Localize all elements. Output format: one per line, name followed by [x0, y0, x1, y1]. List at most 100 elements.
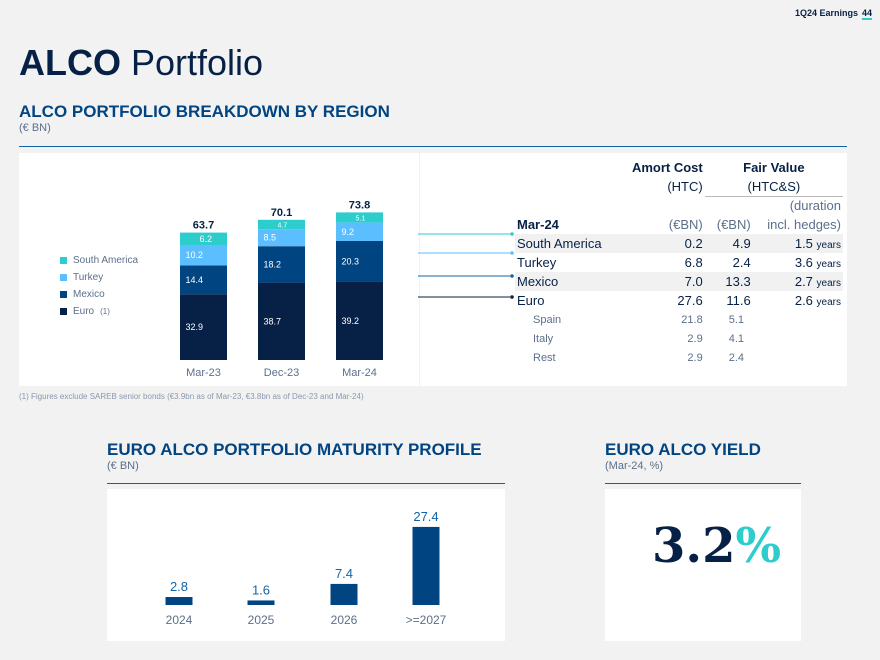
- yield-panel: [605, 489, 801, 641]
- table-row: Turkey 6.8 2.4 3.6 years: [515, 253, 843, 272]
- region-unit: (€ BN): [19, 122, 51, 134]
- row-amort: 7.0: [617, 272, 705, 291]
- row-fair: 4.1: [728, 332, 745, 345]
- unit-fair: (€BN): [716, 217, 751, 232]
- title-bold: ALCO: [19, 42, 121, 83]
- bar: [412, 526, 440, 605]
- region-heading: ALCO PORTFOLIO BREAKDOWN BY REGION: [19, 102, 390, 121]
- bar-segment: [258, 246, 305, 283]
- bar-value-label: 2.8: [170, 579, 188, 594]
- legend-label: Mexico: [73, 289, 105, 300]
- col-amort-head: Amort Cost: [631, 160, 703, 175]
- row-name: Mexico: [515, 272, 618, 291]
- region-legend: South America Turkey Mexico Euro (1): [60, 252, 138, 320]
- row-amort: 2.9: [687, 332, 703, 345]
- row-name: Turkey: [517, 255, 557, 270]
- row-fair: 5.1: [728, 313, 745, 326]
- period-label: Mar-24: [517, 217, 559, 232]
- bar-segment: [336, 281, 383, 360]
- maturity-chart: 2.8 2024 1.6 2025 7.4 2026 27.4 >=2027: [165, 509, 447, 627]
- row-fair: 4.9: [704, 234, 753, 253]
- bar-segment: [180, 294, 227, 360]
- table-row: Spain 21.8 5.1: [515, 310, 843, 329]
- bar-total-label: 63.7: [193, 220, 214, 232]
- row-amort: 21.8: [681, 313, 703, 326]
- row-dur: 2.7: [794, 274, 813, 289]
- bar-value-label: 39.2: [342, 316, 360, 326]
- alco-table: Amort Cost Fair Value (HTC) (HTC&S) (dur…: [515, 158, 843, 367]
- bar-value-label: 10.2: [186, 250, 204, 260]
- legend-note: (1): [100, 307, 110, 316]
- yield-rule: [605, 483, 801, 484]
- legend-swatch: [60, 308, 67, 315]
- bar-value-label: 20.3: [342, 256, 360, 266]
- row-fair: 2.4: [732, 255, 751, 270]
- row-amort: 0.2: [617, 234, 705, 253]
- bar-value-label: 7.4: [335, 566, 353, 581]
- yield-number: 3.2: [652, 518, 736, 574]
- yield-unit: (Mar-24, %): [605, 460, 664, 472]
- x-tick-label: 2026: [331, 613, 358, 627]
- page-number: 44: [861, 8, 872, 20]
- row-dur-unit: years: [816, 240, 841, 251]
- bar: [165, 597, 193, 605]
- title-rest: Portfolio: [121, 42, 264, 83]
- arrow-head: [510, 232, 514, 236]
- legend-swatch: [60, 257, 67, 264]
- bar-value-label: 38.7: [264, 316, 282, 326]
- bar-value-label: 27.4: [413, 509, 438, 524]
- bar-segment: [180, 232, 227, 245]
- bar-segment: [258, 282, 305, 360]
- unit-amort: (€BN): [668, 217, 703, 232]
- table-row: Euro 27.6 11.6 2.6 years: [515, 291, 843, 310]
- bar: [247, 600, 275, 605]
- region-rule: [19, 146, 847, 147]
- x-tick-label: Mar-23: [186, 367, 221, 379]
- region-stacked-chart: 32.9 14.4 10.2 6.2 63.7 Mar-23 38.7 18.2 8.54.7 7…: [180, 199, 383, 379]
- legend-label: Turkey: [73, 272, 104, 283]
- x-tick-label: >=2027: [406, 613, 447, 627]
- bar-value-label: 5.1: [356, 216, 366, 223]
- x-tick-label: Mar-24: [342, 367, 377, 379]
- legend-item: Mexico: [60, 286, 138, 303]
- row-amort: 6.8: [684, 255, 703, 270]
- bar-value-label: 32.9: [186, 322, 204, 332]
- table-row: Italy 2.9 4.1: [515, 329, 843, 348]
- yield-heading: EURO ALCO YIELD: [605, 440, 761, 459]
- dur-head-b: incl. hedges): [767, 217, 841, 232]
- col-amort-sub: (HTC): [667, 179, 703, 194]
- x-tick-label: Dec-23: [264, 367, 299, 379]
- legend-swatch: [60, 274, 67, 281]
- legend-swatch: [60, 291, 67, 298]
- page-title: ALCO Portfolio: [19, 42, 263, 84]
- legend-label: South America: [73, 255, 139, 266]
- bar-total-label: 70.1: [271, 207, 292, 219]
- header-label: 1Q24 Earnings: [794, 8, 858, 18]
- region-arrows: [418, 232, 514, 299]
- bar-value-label: 8.5: [264, 233, 277, 243]
- row-dur-unit: years: [816, 259, 841, 270]
- legend-item: South America: [60, 252, 138, 269]
- bar-value-label: 6.2: [200, 234, 213, 244]
- row-name: Italy: [533, 332, 554, 345]
- maturity-unit: (€ BN): [107, 460, 139, 472]
- row-name: Euro: [517, 293, 545, 308]
- bar-value-label: 18.2: [264, 259, 282, 269]
- bar-segment: [336, 222, 383, 241]
- row-fair: 13.3: [704, 272, 753, 291]
- row-dur: 2.6: [794, 293, 813, 308]
- row-name: Spain: [533, 313, 562, 326]
- legend-item: Euro (1): [60, 303, 138, 320]
- bar: [330, 583, 358, 605]
- row-dur: 1.5: [794, 236, 813, 251]
- bar-segment: [180, 265, 227, 295]
- table-row: Rest 2.9 2.4: [515, 348, 843, 367]
- row-fair: 2.4: [728, 351, 745, 364]
- row-amort: 2.9: [687, 351, 703, 364]
- bar-total-label: 73.8: [349, 199, 370, 211]
- row-amort: 27.6: [677, 293, 703, 308]
- bar-value-label: 9.2: [342, 227, 355, 237]
- legend-label: Euro: [73, 306, 95, 317]
- x-tick-label: 2024: [166, 613, 193, 627]
- page-header: 1Q24 Earnings 44: [794, 8, 872, 20]
